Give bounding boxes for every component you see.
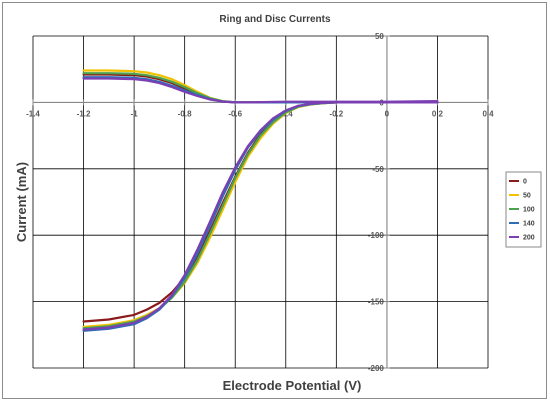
x-tick-label: -0.6 — [228, 109, 242, 118]
series-lines — [82, 69, 439, 332]
series-100-disc-line — [82, 101, 439, 330]
y-tick-label: -50 — [372, 165, 384, 174]
legend-label: 50 — [523, 193, 531, 200]
series-200-ring-line — [82, 77, 439, 104]
x-tick-label: -1.4 — [26, 109, 40, 118]
chart-title: Ring and Disc Currents — [219, 14, 331, 25]
series-140-ring-line — [82, 76, 439, 104]
x-tick-label: -1.2 — [77, 109, 91, 118]
x-tick-label: -1 — [131, 109, 139, 118]
x-tick-labels: -1.4 -1.2 -1 -0.8 -0.6 -0.4 -0.2 0 0.2 0.4 — [26, 109, 494, 118]
y-axis-title: Current (mA) — [14, 162, 29, 242]
x-tick-label: 0.4 — [482, 109, 494, 118]
chart-frame — [2, 2, 547, 399]
x-tick-label: -0.8 — [178, 109, 192, 118]
legend-label: 0 — [523, 179, 527, 186]
y-tick-labels: 500-50-100-150-200 — [368, 32, 385, 373]
y-tick-label: -100 — [368, 231, 385, 240]
x-tick-label: 0.2 — [432, 109, 444, 118]
series-200-disc-line — [82, 101, 439, 331]
legend-label: 140 — [523, 221, 535, 228]
legend: 0 50 100 140 200 — [505, 171, 542, 248]
y-tick-label: -150 — [368, 298, 385, 307]
y-tick-label: -200 — [368, 364, 385, 373]
x-tick-label: 0 — [385, 109, 390, 118]
x-axis-title: Electrode Potential (V) — [223, 378, 362, 393]
gridlines — [32, 35, 489, 369]
x-tick-label: -0.2 — [329, 109, 343, 118]
axes — [32, 35, 489, 369]
legend-label: 200 — [523, 235, 535, 242]
y-tick-label: 50 — [375, 32, 384, 41]
legend-label: 100 — [523, 207, 535, 214]
